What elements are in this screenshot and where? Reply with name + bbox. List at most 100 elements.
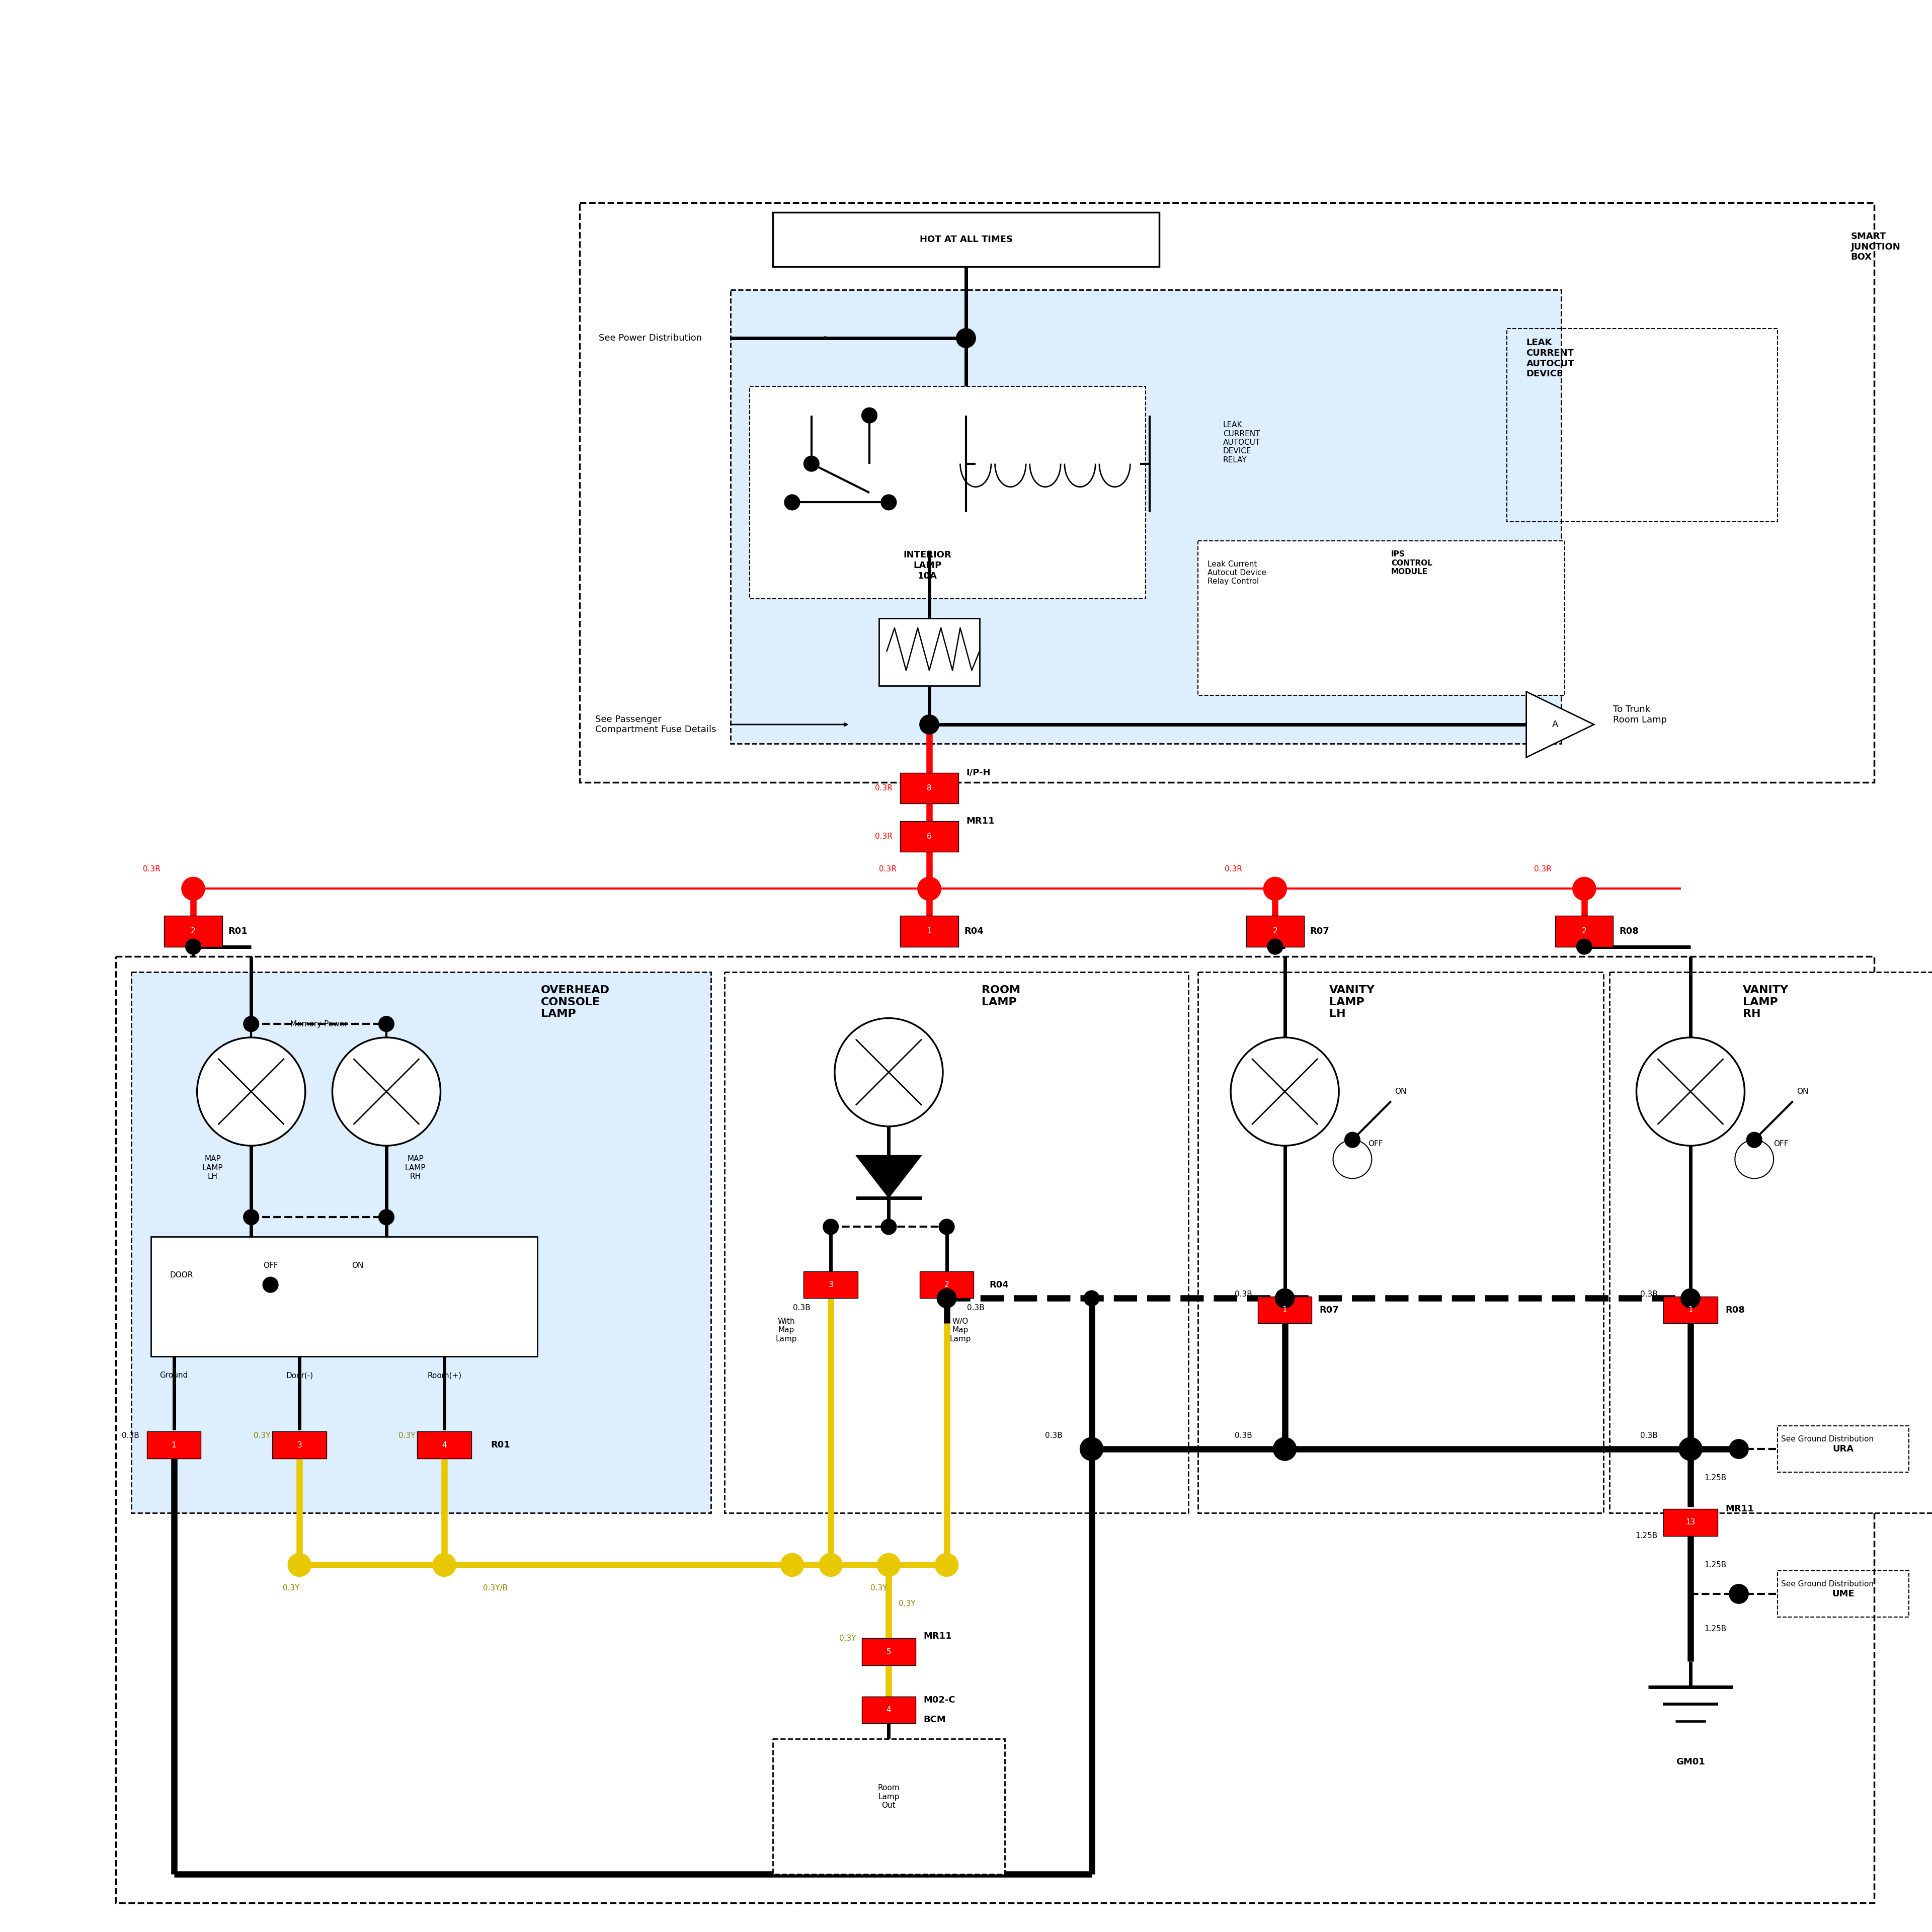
Bar	[900, 916, 958, 947]
Text: I/P-H: I/P-H	[966, 769, 991, 777]
Bar	[1246, 916, 1304, 947]
Circle shape	[185, 939, 201, 954]
Bar	[1777, 1426, 1909, 1472]
Text: BCM: BCM	[923, 1716, 947, 1723]
Polygon shape	[1526, 692, 1594, 757]
Circle shape	[379, 1016, 394, 1032]
Text: IPS
CONTROL
MODULE: IPS CONTROL MODULE	[1391, 551, 1432, 576]
Text: To Trunk
Room Lamp: To Trunk Room Lamp	[1613, 705, 1667, 725]
Text: 0.3R: 0.3R	[879, 866, 896, 873]
Text: 0.3Y: 0.3Y	[871, 1584, 887, 1592]
Text: OFF: OFF	[1774, 1140, 1789, 1148]
Text: 0.3R: 0.3R	[143, 866, 160, 873]
Circle shape	[881, 495, 896, 510]
Text: INTERIOR
LAMP
10A: INTERIOR LAMP 10A	[904, 551, 951, 582]
Circle shape	[1577, 939, 1592, 954]
Text: 0.3B: 0.3B	[1640, 1432, 1658, 1439]
Text: OVERHEAD
CONSOLE
LAMP: OVERHEAD CONSOLE LAMP	[541, 985, 611, 1018]
Bar	[1663, 1296, 1718, 1323]
Circle shape	[1267, 939, 1283, 954]
Circle shape	[918, 877, 941, 900]
Text: 0.3B: 0.3B	[792, 1304, 811, 1312]
Text: R07: R07	[1320, 1306, 1339, 1314]
Bar	[804, 1271, 858, 1298]
Circle shape	[1729, 1584, 1748, 1604]
Text: 0.3Y: 0.3Y	[838, 1634, 856, 1642]
Text: R01: R01	[491, 1441, 510, 1449]
Text: 0.3B: 0.3B	[1045, 1432, 1063, 1439]
Text: 0.3Y: 0.3Y	[282, 1584, 299, 1592]
Text: 0.3Y/B: 0.3Y/B	[483, 1584, 508, 1592]
Bar	[1777, 1571, 1909, 1617]
Circle shape	[1080, 1437, 1103, 1461]
Text: 2: 2	[945, 1281, 949, 1289]
Text: R01: R01	[228, 927, 247, 935]
Text: With
Map
Lamp: With Map Lamp	[775, 1318, 798, 1343]
Text: 13: 13	[1685, 1519, 1696, 1526]
Text: 1.25B: 1.25B	[1704, 1474, 1727, 1482]
Circle shape	[1231, 1037, 1339, 1146]
Text: 0.3R: 0.3R	[875, 784, 893, 792]
Text: Room(+): Room(+)	[427, 1372, 462, 1379]
Text: Leak Current
Autocut Device
Relay Control: Leak Current Autocut Device Relay Contro…	[1208, 560, 1265, 585]
Text: 0.3Y: 0.3Y	[898, 1600, 916, 1607]
Text: Room
Lamp
Out: Room Lamp Out	[877, 1785, 900, 1808]
Text: LEAK
CURRENT
AUTOCUT
DEVICE: LEAK CURRENT AUTOCUT DEVICE	[1526, 338, 1575, 379]
Bar	[1555, 916, 1613, 947]
Circle shape	[243, 1209, 259, 1225]
Text: 0.3Y: 0.3Y	[253, 1432, 270, 1439]
Circle shape	[263, 1277, 278, 1293]
Circle shape	[1273, 1437, 1296, 1461]
Bar	[580, 203, 1874, 782]
Text: 1: 1	[1689, 1306, 1692, 1314]
Circle shape	[1636, 1037, 1745, 1146]
Text: 1: 1	[927, 927, 931, 935]
Bar	[862, 1696, 916, 1723]
Circle shape	[862, 408, 877, 423]
Circle shape	[804, 456, 819, 471]
Text: MR11: MR11	[1725, 1505, 1754, 1513]
Circle shape	[243, 1016, 259, 1032]
Bar	[900, 773, 958, 804]
Circle shape	[1333, 1140, 1372, 1179]
Circle shape	[433, 1553, 456, 1577]
Text: 4: 4	[442, 1441, 446, 1449]
Text: 4: 4	[887, 1706, 891, 1714]
Bar	[147, 1432, 201, 1459]
Text: DOOR: DOOR	[170, 1271, 193, 1279]
Circle shape	[182, 877, 205, 900]
Text: 0.3B: 0.3B	[1235, 1291, 1252, 1298]
Text: 0.3R: 0.3R	[875, 833, 893, 840]
Bar	[151, 1236, 537, 1356]
Text: VANITY
LAMP
RH: VANITY LAMP RH	[1743, 985, 1789, 1018]
Bar	[1198, 541, 1565, 696]
Circle shape	[877, 1553, 900, 1577]
Bar	[920, 1271, 974, 1298]
Text: 1.25B: 1.25B	[1634, 1532, 1658, 1540]
Text: R08: R08	[1619, 927, 1638, 935]
Text: R04: R04	[989, 1281, 1009, 1289]
Text: See Passenger
Compartment Fuse Details: See Passenger Compartment Fuse Details	[595, 715, 717, 734]
Text: Ground: Ground	[160, 1372, 187, 1379]
Text: 5: 5	[887, 1648, 891, 1656]
Text: 1.25B: 1.25B	[1704, 1625, 1727, 1633]
Circle shape	[835, 1018, 943, 1126]
Bar	[1258, 1296, 1312, 1323]
Bar	[116, 956, 1874, 1903]
Circle shape	[1345, 1132, 1360, 1148]
Text: 3: 3	[298, 1441, 301, 1449]
Text: 1: 1	[172, 1441, 176, 1449]
Text: M02-C: M02-C	[923, 1696, 956, 1704]
Text: W/O
Map
Lamp: W/O Map Lamp	[949, 1318, 972, 1343]
Circle shape	[1679, 1437, 1702, 1461]
Circle shape	[956, 328, 976, 348]
Text: URA: URA	[1833, 1445, 1853, 1453]
Text: See Ground Distribution: See Ground Distribution	[1781, 1580, 1874, 1588]
Circle shape	[920, 715, 939, 734]
Text: See Ground Distribution: See Ground Distribution	[1781, 1435, 1874, 1443]
Text: Door(-): Door(-)	[286, 1372, 313, 1379]
Text: 6: 6	[927, 833, 931, 840]
Text: GM01: GM01	[1675, 1758, 1706, 1766]
Text: 0.3R: 0.3R	[1534, 866, 1551, 873]
Bar	[164, 916, 222, 947]
